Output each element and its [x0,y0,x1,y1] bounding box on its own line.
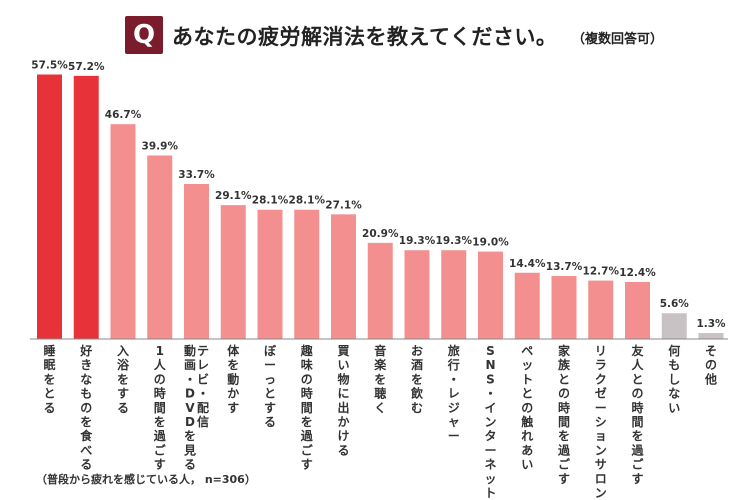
bar [184,183,209,339]
bar [147,155,173,339]
value-label: 39.9% [142,140,179,152]
category-label: 家族との時間を過ごす [557,343,571,486]
value-label: 33.7% [178,169,215,181]
category-label: その他 [704,344,717,386]
category-label: ペットとの触れあい [521,344,533,472]
chart-subtitle: （複数回答可） [572,32,664,47]
category-label: 体を動かす [227,343,240,415]
category-label: S N S ・インターネット [484,344,496,500]
value-label: 12.4% [619,267,656,279]
category-label: お酒を飲む [410,344,424,415]
value-label: 28.1% [289,195,326,207]
category-label: 入浴をする [117,344,130,415]
value-label: 57.5% [31,60,68,72]
value-label: 57.2% [68,61,105,73]
value-label: 14.4% [509,258,546,270]
bar [625,281,650,339]
bar [220,205,246,339]
value-label: 19.3% [436,235,473,247]
question-badge: Q [125,16,163,54]
bar [588,280,614,339]
category-label: 動画・ D V D を見る [183,343,196,472]
value-label: 5.6% [660,298,690,310]
category-label: 好きなものを食べる [79,343,93,472]
category-label: 友人との時間を過ごす [630,343,644,486]
chart-title: あなたの疲労解消法を教えてください。 [172,25,558,49]
value-label: 12.7% [583,266,620,278]
chart-header: Q あなたの疲労解消法を教えてください。 （複数回答可） [0,16,750,56]
value-label: 29.1% [215,190,252,202]
bar [367,242,393,339]
category-label: ぼーっとする [264,344,277,429]
bar [257,209,283,339]
category-label: 買い物に出かける [337,344,349,457]
value-label: 19.3% [399,235,436,247]
value-label-group: 57.5% 57.2%46.7%39.9%33.7%29.1% 28.1% 28.1%… [31,60,726,331]
value-label: 46.7% [105,109,142,121]
category-label: テレビ・配信 [197,344,209,429]
value-label: 1.3% [696,318,726,330]
category-label: 1 人の時間を過ごす [153,344,167,472]
bar [37,74,62,339]
bar [294,209,320,339]
value-label: 27.1% [325,199,362,211]
bar [73,75,99,339]
category-label: 睡眠をとる [43,343,55,415]
bar [110,124,136,340]
category-label: 音楽を聴く [374,343,387,415]
bar [404,250,430,339]
category-label: 旅行・レジャー [447,343,460,443]
value-label: 19.0% [472,237,509,249]
value-label: 28.1% [252,195,289,207]
bar-group [37,74,724,340]
category-label: 何もしない [668,343,680,415]
bar [698,333,724,339]
value-label: 20.9% [362,228,399,240]
category-label: リラクゼーションサロン [595,344,607,500]
bar [478,251,503,339]
sample-footnote: （普段から疲れを感じている人， n=306） [36,473,256,486]
bar [514,272,540,339]
bar [331,214,356,339]
category-label: 趣味の時間を過ごす [300,343,314,472]
bar [441,250,467,339]
bar [551,275,577,339]
bar [661,313,687,339]
value-label: 13.7% [546,261,583,273]
